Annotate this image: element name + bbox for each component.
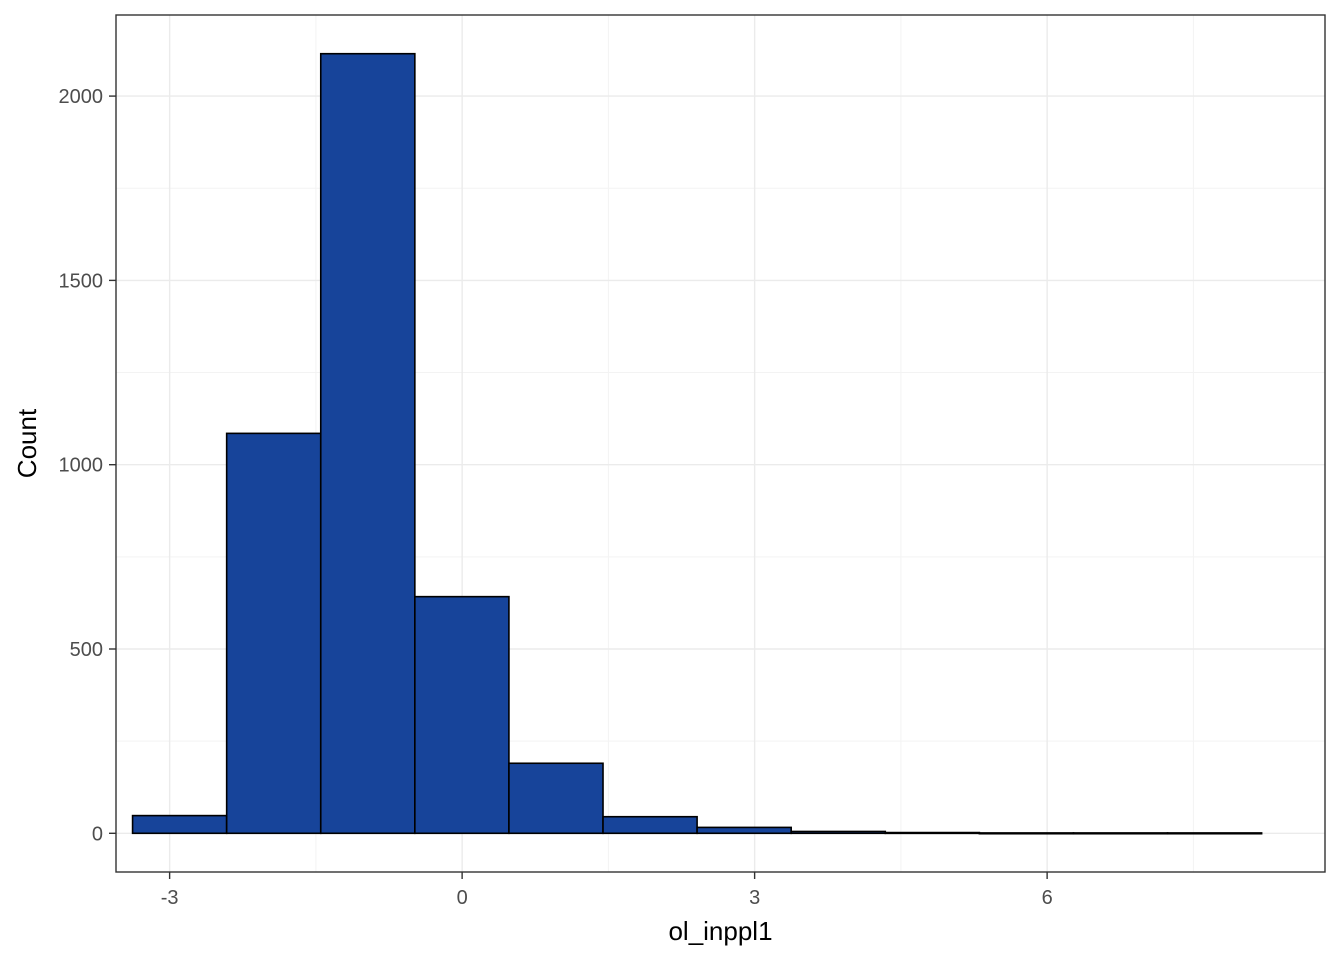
histogram-bar-6 xyxy=(602,815,698,835)
y-tick-label: 1000 xyxy=(59,455,104,477)
minor-gridlines xyxy=(116,15,1325,872)
histogram-bar-11 xyxy=(1072,832,1169,835)
histogram-bar-10 xyxy=(978,832,1075,835)
histogram-bar-2 xyxy=(225,432,322,835)
panel-border xyxy=(115,14,1326,873)
histogram-bar-4 xyxy=(414,595,510,835)
y-axis-title: Count xyxy=(12,408,42,478)
x-tick-label: 0 xyxy=(457,887,468,909)
y-tick-label: 500 xyxy=(70,639,103,661)
histogram-bar-8 xyxy=(790,830,887,835)
histogram-bars xyxy=(131,52,1263,835)
histogram-bar-12 xyxy=(1166,832,1263,835)
y-tick-label: 1500 xyxy=(59,270,104,292)
x-axis-title: ol_inppl1 xyxy=(668,916,772,946)
y-tick-label: 0 xyxy=(92,823,103,845)
histogram-bar-5 xyxy=(508,762,604,835)
histogram-bar-1 xyxy=(131,814,228,835)
y-tick-label: 2000 xyxy=(59,86,104,108)
x-tick-label: -3 xyxy=(161,887,179,909)
x-tick-label: 6 xyxy=(1042,887,1053,909)
histogram-bar-9 xyxy=(884,831,981,835)
x-tick-label: 3 xyxy=(749,887,760,909)
y-axis-ticks: 0 500 1000 1500 2000 xyxy=(59,86,116,845)
histogram-bar-3 xyxy=(319,52,416,835)
x-axis-ticks: -3 0 3 6 xyxy=(161,872,1053,909)
histogram-bar-7 xyxy=(696,826,792,835)
